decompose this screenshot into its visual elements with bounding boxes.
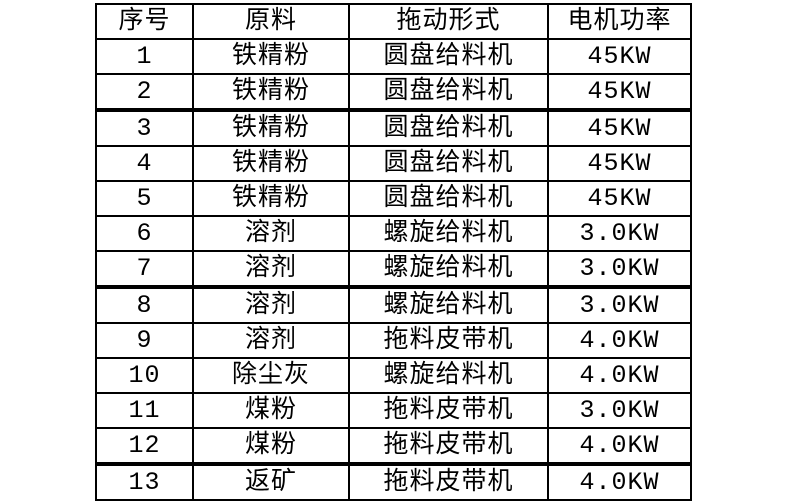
material-cell: 溶剂 [192,286,350,324]
drive-cell: 圆盘给料机 [348,180,549,217]
serial-cell: 1 [95,38,194,75]
drive-cell: 拖料皮带机 [348,322,549,359]
serial-cell: 12 [95,427,194,466]
material-cell: 溶剂 [192,215,350,252]
drive-cell: 螺旋给料机 [348,250,549,289]
serial-cell: 10 [95,357,194,394]
material-cell: 铁精粉 [192,180,350,217]
serial-cell: 6 [95,215,194,252]
serial-cell: 9 [95,322,194,359]
serial-cell: 7 [95,250,194,289]
header-row: 序号 原料 拖动形式 电机功率 [95,3,692,40]
table-row: 7 溶剂 螺旋给料机 3.0KW [95,250,692,289]
table-row: 2 铁精粉 圆盘给料机 45KW [95,73,692,112]
table-row: 4 铁精粉 圆盘给料机 45KW [95,145,692,182]
table-row: 12 煤粉 拖料皮带机 4.0KW [95,427,692,466]
table-row: 5 铁精粉 圆盘给料机 45KW [95,180,692,217]
power-cell: 3.0KW [547,286,692,324]
power-cell: 45KW [547,109,692,147]
material-cell: 铁精粉 [192,73,350,112]
equipment-table: 序号 原料 拖动形式 电机功率 1 铁精粉 圆盘给料机 45KW 2 铁精粉 圆盘给料机 45… [95,3,692,501]
serial-cell: 3 [95,109,194,147]
serial-cell: 2 [95,73,194,112]
power-cell: 4.0KW [547,427,692,466]
power-cell: 45KW [547,73,692,112]
serial-cell: 5 [95,180,194,217]
table-row: 11 煤粉 拖料皮带机 3.0KW [95,392,692,429]
drive-cell: 圆盘给料机 [348,145,549,182]
drive-cell: 圆盘给料机 [348,38,549,75]
material-cell: 返矿 [192,463,350,501]
table-row: 6 溶剂 螺旋给料机 3.0KW [95,215,692,252]
drive-cell: 螺旋给料机 [348,357,549,394]
serial-cell: 13 [95,463,194,501]
drive-cell: 圆盘给料机 [348,109,549,147]
serial-cell: 4 [95,145,194,182]
header-material: 原料 [192,3,350,40]
equipment-table-container: 序号 原料 拖动形式 电机功率 1 铁精粉 圆盘给料机 45KW 2 铁精粉 圆盘给料机 45… [95,3,692,501]
drive-cell: 螺旋给料机 [348,215,549,252]
header-power: 电机功率 [547,3,692,40]
drive-cell: 圆盘给料机 [348,73,549,112]
table-row: 13 返矿 拖料皮带机 4.0KW [95,463,692,501]
power-cell: 3.0KW [547,215,692,252]
material-cell: 除尘灰 [192,357,350,394]
serial-cell: 8 [95,286,194,324]
power-cell: 4.0KW [547,322,692,359]
power-cell: 45KW [547,145,692,182]
material-cell: 溶剂 [192,250,350,289]
power-cell: 3.0KW [547,250,692,289]
drive-cell: 拖料皮带机 [348,463,549,501]
drive-cell: 拖料皮带机 [348,427,549,466]
table-row: 1 铁精粉 圆盘给料机 45KW [95,38,692,75]
power-cell: 45KW [547,38,692,75]
serial-cell: 11 [95,392,194,429]
table-row: 3 铁精粉 圆盘给料机 45KW [95,109,692,147]
table-row: 9 溶剂 拖料皮带机 4.0KW [95,322,692,359]
table-body: 1 铁精粉 圆盘给料机 45KW 2 铁精粉 圆盘给料机 45KW 3 铁精粉 圆盘给料机 45KW 4… [95,38,692,501]
material-cell: 铁精粉 [192,38,350,75]
material-cell: 铁精粉 [192,145,350,182]
header-serial: 序号 [95,3,194,40]
power-cell: 4.0KW [547,463,692,501]
drive-cell: 拖料皮带机 [348,392,549,429]
table-row: 8 溶剂 螺旋给料机 3.0KW [95,286,692,324]
power-cell: 3.0KW [547,392,692,429]
power-cell: 4.0KW [547,357,692,394]
table-row: 10 除尘灰 螺旋给料机 4.0KW [95,357,692,394]
power-cell: 45KW [547,180,692,217]
material-cell: 煤粉 [192,392,350,429]
drive-cell: 螺旋给料机 [348,286,549,324]
material-cell: 煤粉 [192,427,350,466]
material-cell: 铁精粉 [192,109,350,147]
header-drive: 拖动形式 [348,3,549,40]
material-cell: 溶剂 [192,322,350,359]
